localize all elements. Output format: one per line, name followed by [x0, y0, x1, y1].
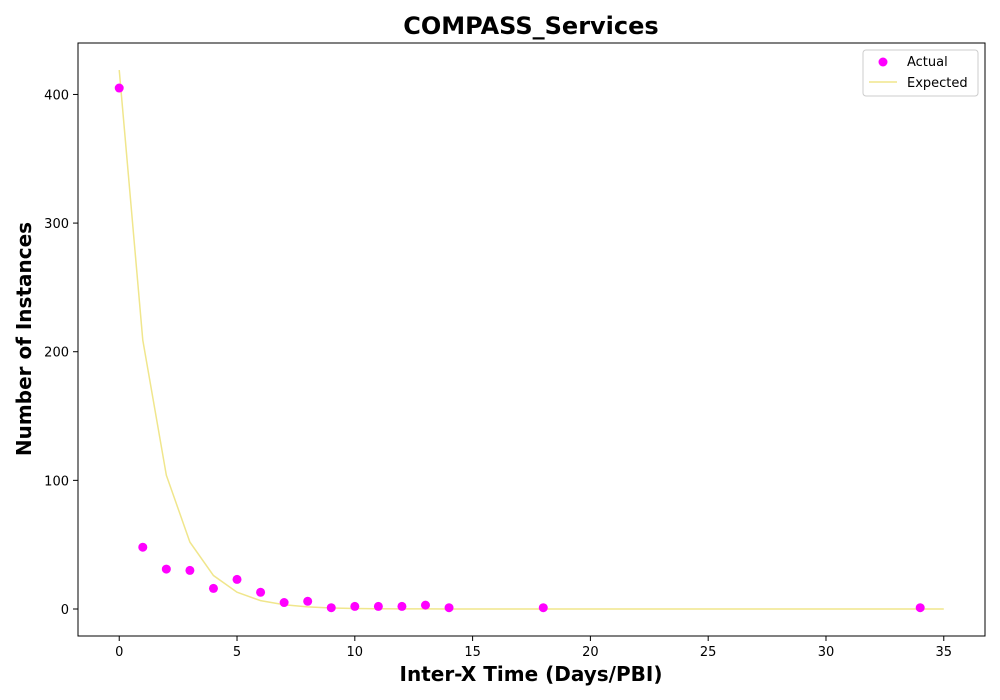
legend: Actual Expected — [862, 49, 979, 97]
actual-point — [256, 587, 266, 597]
actual-point — [326, 603, 336, 613]
legend-frame — [862, 49, 979, 97]
legend-actual-label: Actual — [907, 55, 948, 70]
actual-point — [114, 83, 124, 93]
expected-line — [118, 69, 944, 610]
x-tick-label: 5 — [233, 645, 241, 660]
x-tick-label: 10 — [347, 645, 364, 660]
x-tick-label: 20 — [582, 645, 599, 660]
actual-point — [373, 601, 383, 611]
legend-actual-marker — [878, 57, 888, 67]
actual-point — [138, 542, 148, 552]
actual-point — [185, 565, 195, 575]
actual-point — [350, 601, 360, 611]
y-tick-label: 300 — [44, 217, 69, 232]
x-tick-label: 35 — [935, 645, 952, 660]
actual-point — [232, 574, 242, 584]
x-axis-label: Inter-X Time (Days/PBI) — [400, 662, 663, 686]
x-tick-label: 30 — [818, 645, 835, 660]
actual-point — [397, 601, 407, 611]
actual-point — [444, 603, 454, 613]
actual-point — [420, 600, 430, 610]
plot-frame — [77, 42, 986, 637]
x-tick-label: 15 — [464, 645, 481, 660]
actual-point — [279, 598, 289, 608]
x-tick-label: 0 — [115, 645, 123, 660]
actual-point — [303, 596, 313, 606]
actual-point — [208, 583, 218, 593]
y-tick-label: 100 — [44, 474, 69, 489]
actual-point — [161, 564, 171, 574]
x-tick-label: 25 — [700, 645, 717, 660]
legend-expected-label: Expected — [907, 76, 968, 91]
y-tick-label: 200 — [44, 346, 69, 361]
y-tick-label: 0 — [61, 603, 69, 618]
actual-point — [538, 603, 548, 613]
axis-ticks: 0 5 10 15 20 25 30 35 0 100 200 300 400 — [44, 88, 952, 660]
chart-title: COMPASS_Services — [403, 12, 658, 40]
y-axis-label: Number of Instances — [12, 222, 36, 456]
plot-area — [114, 69, 944, 613]
y-tick-label: 400 — [44, 88, 69, 103]
actual-point — [915, 603, 925, 613]
